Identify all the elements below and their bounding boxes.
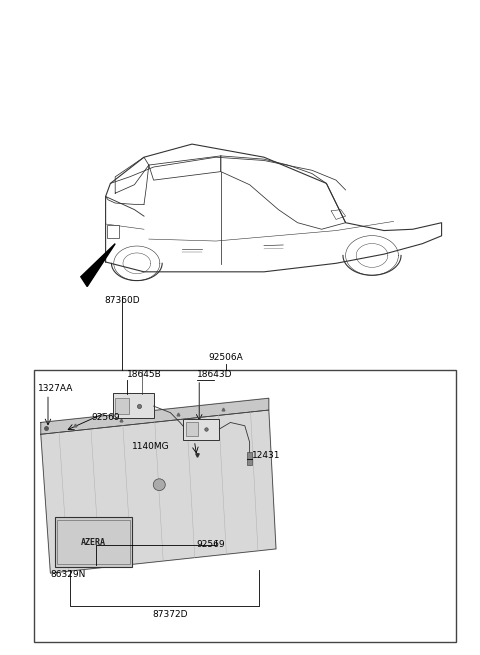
Polygon shape <box>41 410 276 573</box>
Text: 18645B: 18645B <box>127 369 162 379</box>
Text: 18643D: 18643D <box>197 369 232 379</box>
Text: 87360D: 87360D <box>105 296 140 305</box>
Text: 1327AA: 1327AA <box>38 384 74 393</box>
Bar <box>57 520 130 564</box>
Text: 1140MG: 1140MG <box>132 442 169 451</box>
Text: 12431: 12431 <box>252 451 280 460</box>
Bar <box>55 517 132 567</box>
Ellipse shape <box>153 479 165 491</box>
Text: 92506A: 92506A <box>208 353 243 362</box>
Bar <box>34 370 456 642</box>
Bar <box>115 398 129 414</box>
Bar <box>247 452 252 465</box>
Text: 92569: 92569 <box>91 413 120 422</box>
Bar <box>183 419 219 440</box>
Text: 92569: 92569 <box>197 540 226 550</box>
Text: 87372D: 87372D <box>153 610 188 620</box>
Text: AZERA: AZERA <box>81 538 106 546</box>
Text: 86329N: 86329N <box>50 570 86 579</box>
Bar <box>113 393 154 418</box>
Bar <box>186 422 198 436</box>
Bar <box>107 225 119 238</box>
Polygon shape <box>81 244 115 286</box>
Polygon shape <box>41 398 269 434</box>
